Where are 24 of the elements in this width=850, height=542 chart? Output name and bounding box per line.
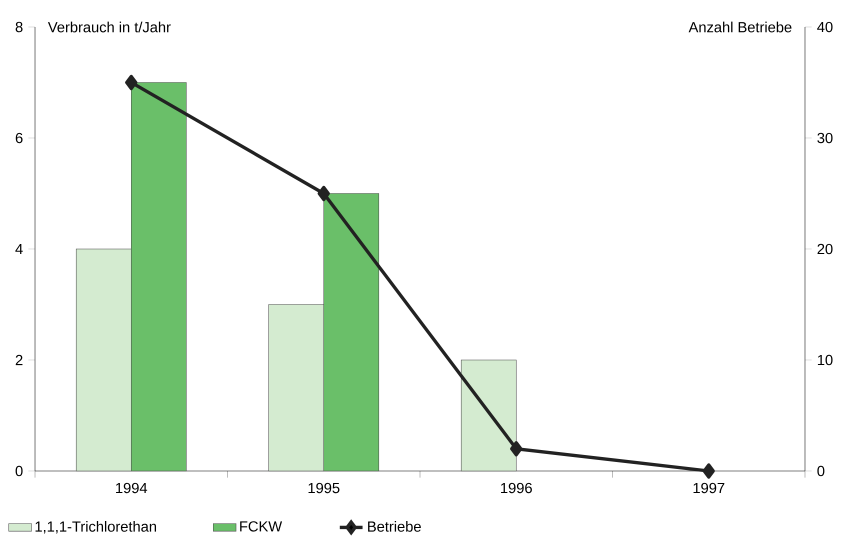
point	[702, 463, 715, 479]
y-axis-title: Verbrauch in t/Jahr	[48, 22, 171, 32]
y-tick-label: 0	[16, 466, 23, 476]
y2-tick-label: 10	[818, 354, 833, 366]
bar	[460, 360, 517, 472]
y2-axis-title: Anzahl Betriebe	[688, 22, 792, 32]
y2-tick-label: 40	[817, 22, 833, 32]
point	[125, 74, 138, 90]
y-tick-label: 2	[16, 354, 22, 366]
y-tick-label: 8	[16, 22, 23, 32]
y-tick-label: 4	[15, 244, 23, 254]
y2-tick-label: 0	[817, 466, 824, 476]
y2-tick-label: 20	[818, 244, 833, 254]
x-tick-label: 1996	[501, 482, 532, 494]
point	[510, 441, 522, 456]
point	[318, 186, 330, 202]
legend-label: Betriebe	[368, 520, 421, 532]
x-tick-label: 1994	[116, 482, 148, 494]
y-tick-label: 6	[16, 132, 23, 144]
legend-label: FCKW	[240, 521, 282, 532]
x-tick-label: 1997	[694, 482, 724, 494]
y2-tick-label: 30	[817, 132, 833, 144]
x-tick-label: 1995	[308, 482, 340, 494]
legend-label: 1,1,1-Trichlorethan	[36, 520, 156, 534]
